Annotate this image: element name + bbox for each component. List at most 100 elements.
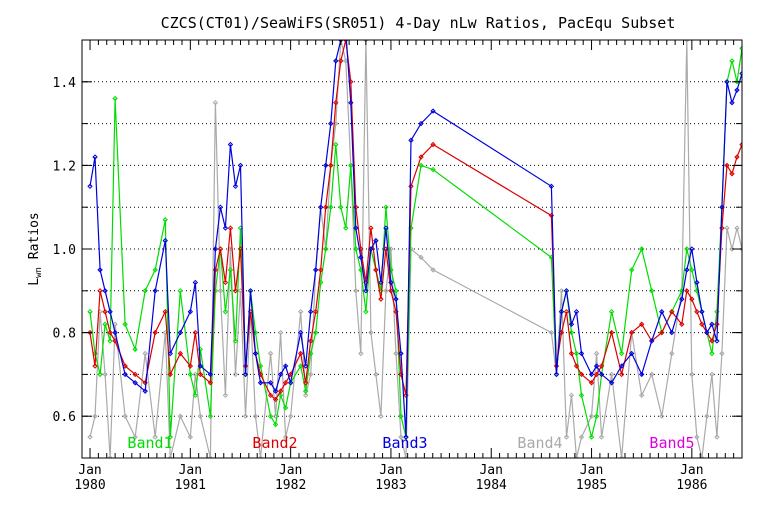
- data-point: [97, 371, 103, 378]
- data-point: [378, 413, 384, 419]
- data-point: [704, 329, 710, 336]
- data-point: [684, 40, 690, 43]
- data-point: [418, 154, 424, 160]
- data-point: [323, 162, 329, 169]
- data-point: [588, 434, 595, 440]
- data-point: [222, 308, 229, 315]
- data-point: [679, 296, 685, 302]
- x-tick-label-year: 1986: [676, 478, 707, 493]
- data-point: [598, 434, 605, 440]
- data-point: [132, 434, 138, 440]
- data-point: [282, 434, 289, 440]
- data-point: [192, 371, 199, 378]
- x-tick-label-year: 1980: [74, 478, 105, 493]
- data-point: [398, 413, 404, 419]
- series-band1: [87, 45, 742, 440]
- data-point: [353, 225, 359, 231]
- data-point: [142, 350, 148, 357]
- data-point: [207, 455, 214, 458]
- data-point: [232, 338, 239, 344]
- data-point: [563, 434, 570, 440]
- data-point: [257, 363, 264, 369]
- data-point: [578, 371, 585, 378]
- data-point: [408, 137, 414, 144]
- data-point: [729, 58, 735, 64]
- data-point: [92, 154, 98, 160]
- data-point: [152, 434, 158, 440]
- data-point: [659, 308, 665, 315]
- data-point: [222, 392, 229, 399]
- data-point: [714, 434, 720, 440]
- data-point: [302, 363, 309, 369]
- data-point: [267, 380, 274, 386]
- data-point: [323, 246, 329, 252]
- data-point: [122, 413, 128, 419]
- data-point: [418, 254, 424, 261]
- data-point: [669, 329, 675, 336]
- data-point: [152, 288, 158, 294]
- data-point: [548, 329, 555, 336]
- data-point: [689, 296, 695, 302]
- data-point: [232, 371, 239, 378]
- x-tick-label-month: Jan: [179, 463, 202, 478]
- data-point: [122, 321, 128, 327]
- data-point: [152, 267, 158, 273]
- data-point: [699, 308, 705, 315]
- data-point: [277, 329, 284, 336]
- data-point: [353, 288, 359, 294]
- data-point: [684, 246, 690, 252]
- data-point: [628, 350, 635, 357]
- data-point: [167, 350, 173, 357]
- data-point: [398, 350, 404, 357]
- data-point: [373, 267, 379, 273]
- data-point: [257, 380, 264, 386]
- data-point: [689, 267, 695, 273]
- x-tick-label-year: 1983: [375, 478, 406, 493]
- data-point: [313, 329, 319, 336]
- data-point: [568, 321, 575, 327]
- data-point: [618, 455, 625, 458]
- data-point: [679, 321, 685, 327]
- data-point: [403, 434, 409, 440]
- data-point: [393, 350, 399, 357]
- data-point: [393, 288, 399, 294]
- data-point: [568, 392, 575, 399]
- data-point: [618, 371, 625, 378]
- data-point: [132, 346, 138, 353]
- data-point: [272, 388, 279, 394]
- data-point: [358, 350, 364, 357]
- data-point: [277, 392, 284, 399]
- data-point: [97, 288, 103, 294]
- data-point: [282, 380, 289, 386]
- data-point: [267, 413, 274, 419]
- data-point: [649, 371, 655, 378]
- data-point: [217, 204, 224, 210]
- data-point: [87, 329, 93, 336]
- data-point: [252, 350, 259, 357]
- data-point: [242, 371, 249, 378]
- data-point: [167, 371, 173, 378]
- data-point: [102, 308, 108, 315]
- data-point: [393, 296, 399, 302]
- data-point: [333, 58, 339, 64]
- data-point: [578, 392, 585, 399]
- data-point: [272, 396, 279, 403]
- data-point: [553, 371, 560, 378]
- data-point: [418, 120, 424, 127]
- data-point: [122, 371, 128, 378]
- data-point: [348, 99, 354, 106]
- data-point: [162, 308, 168, 315]
- data-point: [593, 363, 600, 369]
- data-point: [734, 154, 740, 160]
- data-point: [618, 350, 625, 357]
- data-point: [649, 338, 655, 344]
- data-point: [378, 296, 384, 302]
- data-point: [563, 288, 570, 294]
- data-point: [302, 388, 309, 394]
- data-point: [107, 455, 113, 458]
- data-point: [383, 204, 389, 210]
- data-point: [368, 225, 374, 231]
- data-point: [598, 371, 605, 378]
- data-point: [558, 288, 565, 294]
